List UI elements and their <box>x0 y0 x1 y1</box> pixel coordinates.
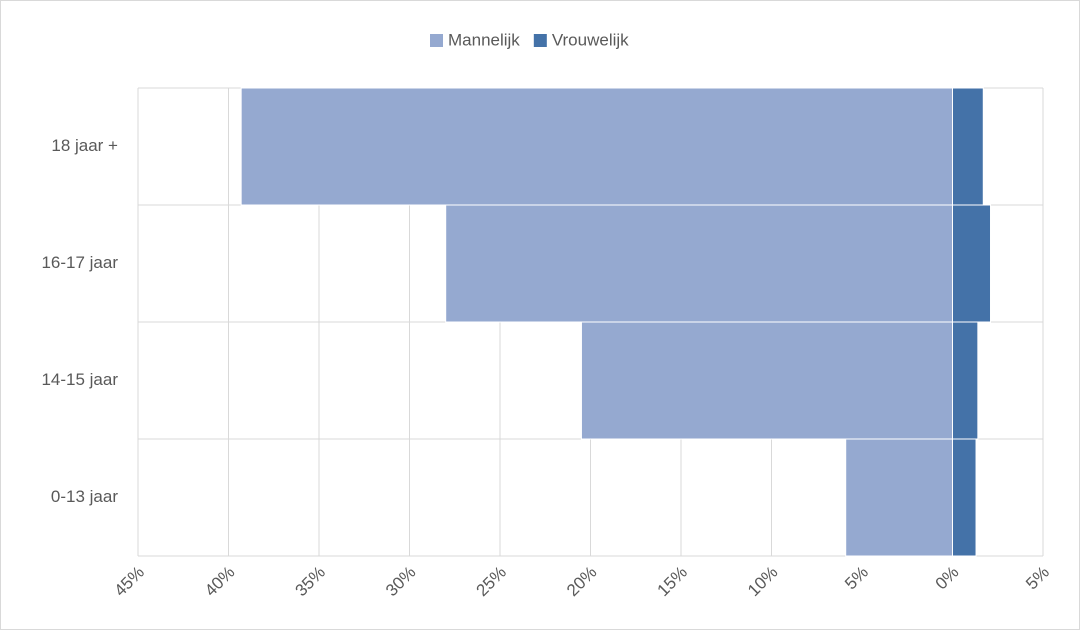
legend-label: Mannelijk <box>448 30 520 49</box>
bar <box>445 204 953 323</box>
y-tick-label: 14-15 jaar <box>41 370 118 389</box>
bar <box>952 87 984 206</box>
bar <box>845 438 954 557</box>
legend-swatch <box>533 34 547 47</box>
bar <box>240 87 954 206</box>
legend-swatch <box>430 34 443 47</box>
y-tick-label: 0-13 jaar <box>51 487 118 506</box>
y-tick-label: 16-17 jaar <box>41 253 118 272</box>
bar <box>580 321 953 440</box>
bar <box>952 438 977 557</box>
y-tick-label: 18 jaar + <box>51 136 118 155</box>
bar <box>952 204 992 323</box>
legend-label: Vrouwelijk <box>552 30 629 49</box>
bar <box>952 321 979 440</box>
